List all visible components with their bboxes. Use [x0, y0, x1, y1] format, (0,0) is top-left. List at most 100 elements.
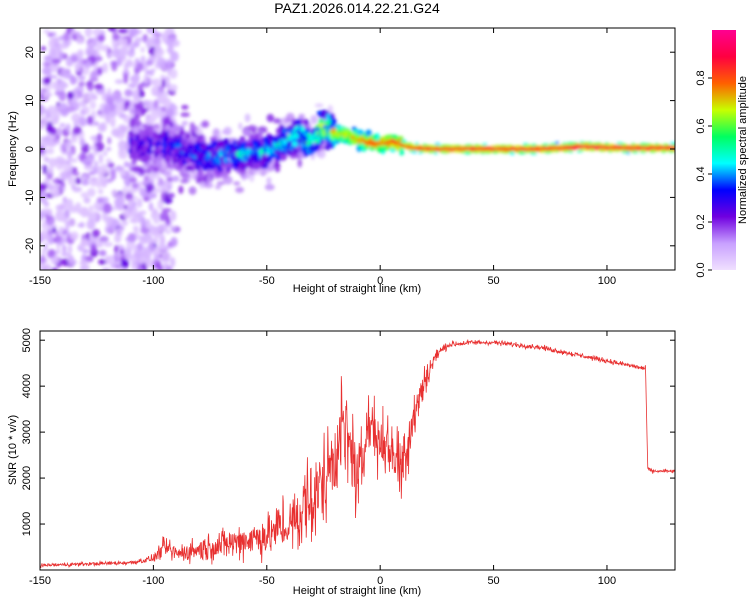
heatmap-cell	[43, 156, 50, 163]
heatmap-cell	[98, 188, 104, 195]
heatmap-cell	[40, 46, 47, 51]
heatmap-cell	[54, 234, 62, 243]
heatmap-cell	[70, 135, 78, 144]
colorbar: 0.0 0.2 0.4 0.6 0.8 Normalized spectral ampl…	[695, 30, 749, 278]
heatmap-cell	[74, 62, 81, 72]
heatmap-cell	[59, 123, 66, 128]
heatmap-cell	[235, 186, 245, 193]
heatmap-cell	[48, 249, 56, 258]
heatmap-cell	[137, 83, 144, 93]
heatmap-cell	[365, 129, 372, 137]
heatmap-cell	[74, 177, 82, 185]
heatmap-cell	[146, 167, 152, 175]
heatmap-cell	[148, 202, 154, 212]
heatmap-cell	[77, 223, 85, 228]
heatmap-cell	[59, 67, 68, 79]
heatmap-cell	[633, 150, 639, 154]
x-tick-label: -150	[29, 575, 51, 587]
heatmap-cell	[142, 250, 152, 258]
heatmap-cell	[123, 247, 132, 253]
heatmap-cell	[219, 172, 229, 179]
heatmap-cell	[111, 92, 121, 98]
heatmap-cell	[78, 81, 86, 87]
heatmap-cell	[90, 177, 99, 182]
heatmap-cell	[273, 118, 282, 124]
heatmap-cell	[170, 257, 176, 268]
heatmap-cell	[152, 208, 158, 215]
heatmap-cell	[61, 216, 68, 223]
heatmap-cell	[178, 185, 184, 194]
snr-x-axis-title: Height of straight line (km)	[293, 585, 421, 597]
heatmap-cell	[50, 81, 58, 90]
heatmap-cell	[130, 46, 135, 53]
heatmap-cell	[47, 32, 53, 38]
heatmap-cell	[149, 238, 159, 244]
heatmap-cell	[88, 205, 94, 212]
heatmap-cell	[165, 265, 173, 270]
heatmap-cell	[40, 190, 48, 199]
heatmap-cell	[165, 107, 175, 118]
heatmap-cell	[78, 116, 87, 127]
heatmap-cell	[93, 160, 99, 167]
heatmap-cell	[65, 123, 71, 133]
heatmap-cell	[164, 28, 175, 36]
heatmap-cell	[58, 91, 67, 102]
y-tick-label: -20	[24, 238, 36, 254]
heatmap-cell	[92, 210, 98, 222]
heatmap-cell	[206, 174, 212, 185]
heatmap-cell	[131, 207, 139, 212]
heatmap-cell	[238, 122, 243, 130]
heatmap-cell	[156, 57, 167, 68]
x-tick-label: 50	[487, 275, 499, 287]
heatmap-cell	[194, 128, 204, 136]
heatmap-cell	[83, 161, 93, 167]
colorbar-tick-label: 0.2	[695, 214, 707, 229]
heatmap-cell	[150, 170, 161, 180]
heatmap-cell	[199, 181, 205, 189]
heatmap-cell	[304, 119, 309, 126]
heatmap-cell	[258, 130, 263, 139]
heatmap-cell	[164, 169, 173, 174]
heatmap-cell	[491, 151, 500, 154]
y-tick-label: 10	[24, 94, 36, 106]
heatmap-cell	[112, 33, 120, 41]
heatmap-cell	[87, 187, 96, 197]
heatmap-cell	[297, 158, 303, 168]
heatmap-cell	[97, 122, 106, 132]
heatmap-cell	[616, 142, 624, 145]
heatmap-cell	[42, 90, 48, 100]
heatmap-cell	[43, 55, 53, 62]
heatmap-cell	[555, 141, 560, 145]
heatmap-cell	[95, 42, 103, 52]
heatmap-cell	[233, 181, 241, 186]
heatmap-cell	[223, 156, 228, 163]
heatmap-cell	[43, 201, 50, 208]
heatmap-cell	[61, 171, 67, 182]
heatmap-cell	[279, 153, 287, 161]
heatmap-cell	[85, 46, 94, 57]
heatmap-cell	[154, 32, 162, 37]
heatmap-cell	[65, 139, 73, 147]
heatmap-cell	[227, 169, 231, 174]
heatmap-cell	[86, 82, 94, 92]
heatmap-cell	[129, 108, 137, 114]
heatmap-cell	[43, 242, 48, 251]
heatmap-cell	[153, 232, 161, 239]
x-tick-label: -150	[29, 275, 51, 287]
heatmap-cell	[143, 175, 149, 183]
heatmap-cell	[61, 258, 70, 267]
x-tick-label: -50	[259, 275, 275, 287]
heatmap-cell	[59, 182, 66, 187]
heatmap-cell	[375, 132, 380, 141]
heatmap-cell	[67, 91, 74, 100]
heatmap-cell	[56, 78, 63, 84]
heatmap-cell	[141, 169, 147, 174]
heatmap-cell	[358, 129, 364, 135]
y-tick-label: 4000	[21, 374, 33, 398]
heatmap-cell	[40, 255, 46, 264]
heatmap-cell	[164, 127, 170, 132]
heatmap-cell	[52, 74, 58, 79]
heatmap-cell	[96, 132, 103, 143]
heatmap-cell	[159, 233, 165, 244]
heatmap-cell	[80, 192, 89, 198]
